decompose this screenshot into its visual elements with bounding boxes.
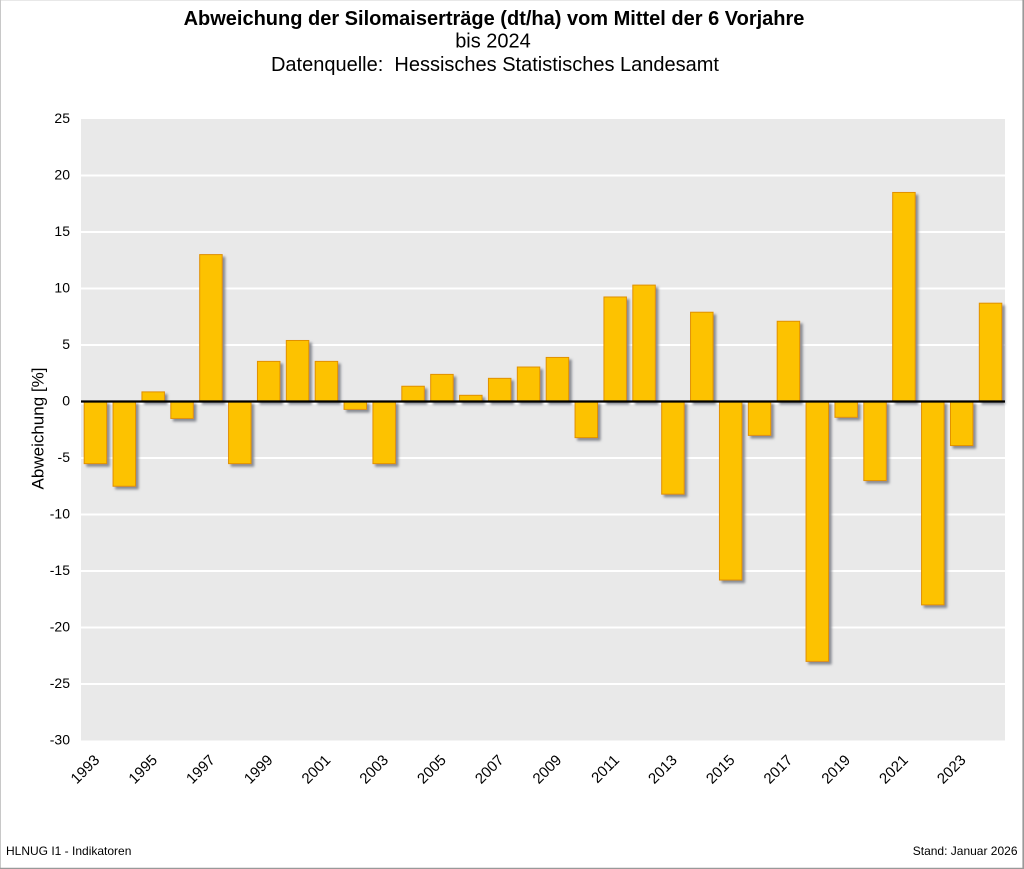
svg-text:-30: -30	[50, 732, 70, 748]
svg-text:0: 0	[62, 393, 70, 409]
svg-text:HLNUG I1 - Indikatoren: HLNUG I1 - Indikatoren	[6, 844, 131, 858]
svg-text:15: 15	[54, 223, 70, 239]
svg-text:Datenquelle: Hessisches Stati: Datenquelle: Hessisches Statistisches La…	[271, 54, 719, 76]
svg-text:25: 25	[54, 110, 70, 126]
svg-text:Stand: Januar 2026: Stand: Januar 2026	[913, 844, 1018, 858]
svg-text:Abweichung der Silomaiserträge: Abweichung der Silomaiserträge (dt/ha) v…	[184, 8, 805, 30]
svg-text:-25: -25	[50, 675, 70, 691]
svg-text:bis 2024: bis 2024	[455, 31, 531, 53]
svg-text:-5: -5	[58, 449, 71, 465]
svg-text:-10: -10	[50, 506, 70, 522]
svg-text:10: 10	[54, 280, 70, 296]
svg-text:20: 20	[54, 167, 70, 183]
svg-text:-15: -15	[50, 562, 70, 578]
svg-text:Abweichung [%]: Abweichung [%]	[29, 368, 48, 490]
svg-text:5: 5	[62, 336, 70, 352]
svg-text:-20: -20	[50, 619, 70, 635]
